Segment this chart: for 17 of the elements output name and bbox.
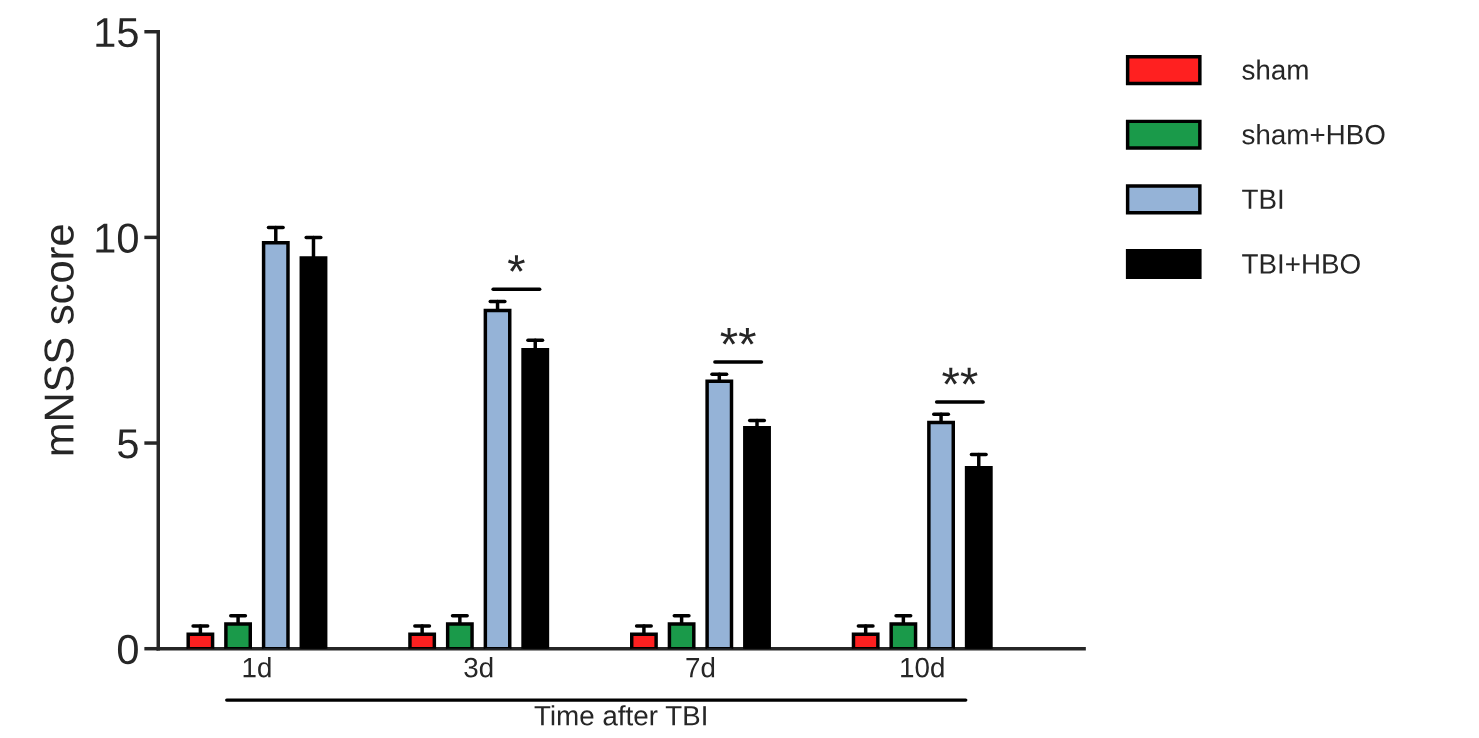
legend-label: sham	[1242, 59, 1308, 80]
x-tick-label: 3d	[464, 657, 493, 678]
legend-label: TBI	[1242, 189, 1283, 209]
legend-label: TBI+HBO	[1242, 254, 1360, 274]
legend-label: sham+HBO	[1242, 124, 1385, 145]
y-axis-title: mNSS score	[44, 225, 74, 455]
y-tick-label: 10	[96, 223, 138, 253]
x-tick-label: 1d	[243, 657, 271, 678]
y-tick-label: 15	[96, 18, 138, 48]
x-axis-title: Time after TBI	[534, 705, 706, 726]
annotation: *	[507, 255, 525, 272]
annotation: **	[942, 367, 978, 385]
annotation: **	[720, 327, 756, 345]
x-tick-label: 7d	[686, 657, 715, 678]
x-tick-label: 10d	[901, 657, 944, 678]
y-tick-label: 5	[118, 429, 138, 459]
y-tick-label: 0	[117, 634, 138, 665]
